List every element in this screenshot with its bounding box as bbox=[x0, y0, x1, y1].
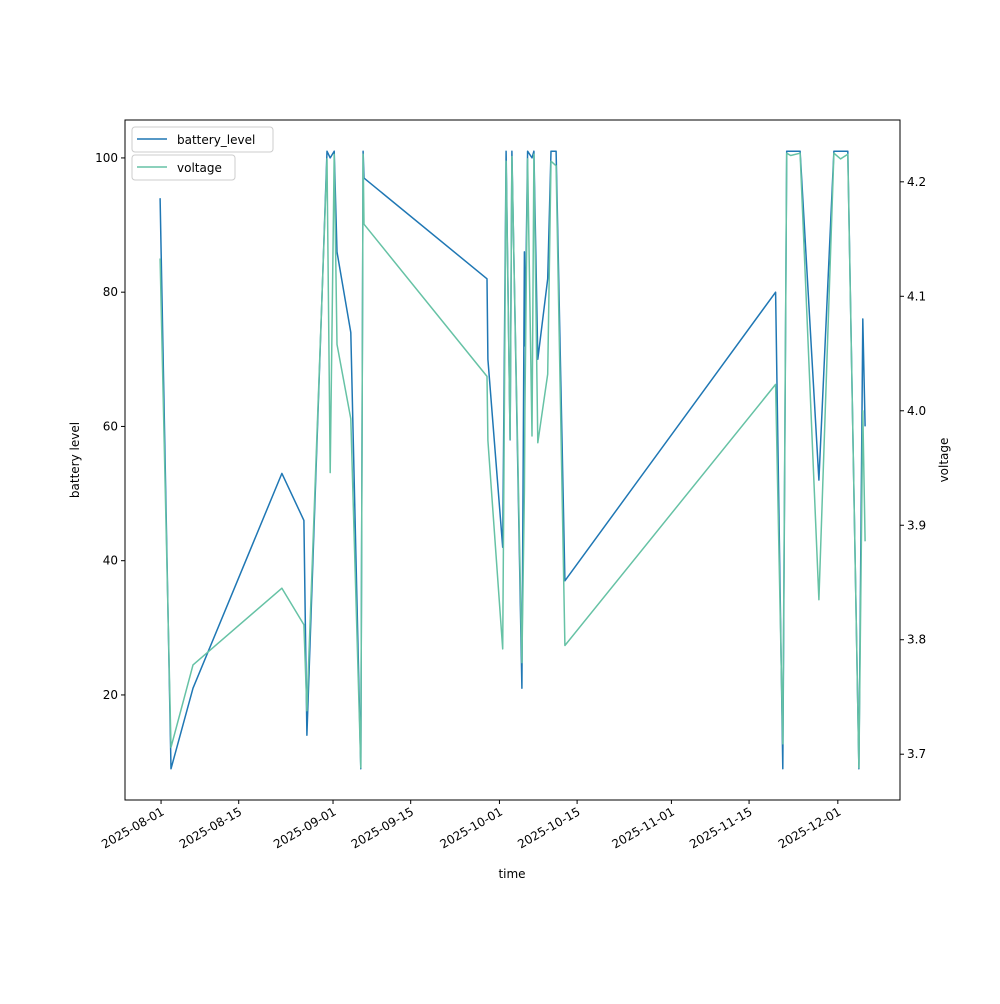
x-axis-label: time bbox=[498, 867, 525, 881]
y-right-tick-label: 4.2 bbox=[907, 175, 926, 189]
y-tick-label: 60 bbox=[103, 419, 118, 433]
y-tick-label: 100 bbox=[95, 151, 118, 165]
plot-frame bbox=[124, 119, 901, 801]
y-right-tick-label: 3.9 bbox=[907, 518, 926, 532]
plot-lines bbox=[159, 150, 866, 770]
legend-label-battery-level: battery_level bbox=[177, 133, 255, 147]
y-right-tick-label: 3.8 bbox=[907, 633, 926, 647]
y-right-tick-label: 4.0 bbox=[907, 404, 926, 418]
y-tick-label: 80 bbox=[103, 285, 118, 299]
y-axis-right-ticks: 3.7 3.8 3.9 4.0 4.1 4.2 bbox=[900, 175, 926, 761]
legend-voltage: voltage bbox=[131, 154, 236, 181]
y-right-tick-label: 4.1 bbox=[907, 289, 926, 303]
y-right-tick-label: 3.7 bbox=[907, 747, 926, 761]
legend-box bbox=[131, 154, 236, 181]
y-tick-label: 20 bbox=[103, 688, 118, 702]
series-line-battery-level bbox=[159, 150, 866, 770]
series-line-voltage bbox=[159, 152, 866, 769]
legend-label-voltage: voltage bbox=[177, 161, 222, 175]
y-tick-label: 40 bbox=[103, 554, 118, 568]
legend-box bbox=[131, 126, 274, 153]
y-axis-right-label: voltage bbox=[937, 438, 951, 483]
legend-battery-level: battery_level bbox=[131, 126, 274, 153]
y-axis-left-ticks: 20 40 60 80 100 bbox=[95, 151, 125, 702]
y-axis-left-label: battery level bbox=[68, 422, 82, 498]
